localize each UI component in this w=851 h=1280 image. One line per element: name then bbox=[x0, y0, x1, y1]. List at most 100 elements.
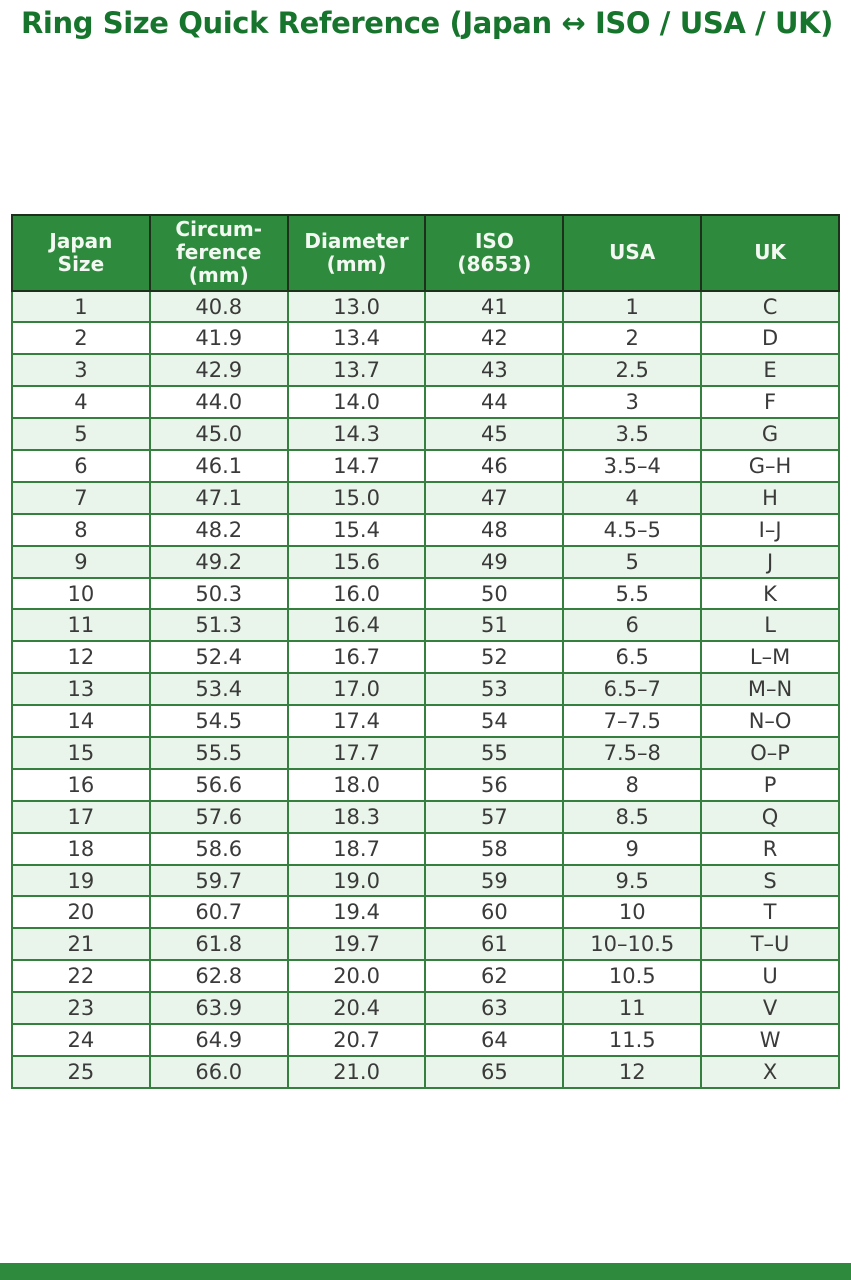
table-row: 4 44.0 14.0 44 3 F bbox=[11, 385, 840, 420]
table-cell: 57.6 bbox=[148, 799, 289, 834]
table-row: 13 53.4 17.0 53 6.5–7 M–N bbox=[11, 672, 840, 707]
table-cell: 54 bbox=[424, 704, 565, 739]
table-row: 5 45.0 14.3 45 3.5 G bbox=[11, 417, 840, 452]
table-cell: 13.0 bbox=[286, 289, 427, 324]
table-cell: 42.9 bbox=[148, 353, 289, 388]
table-cell: 10 bbox=[11, 576, 151, 611]
table-cell: 7.5–8 bbox=[562, 736, 703, 770]
table-cell: 64.9 bbox=[148, 1023, 289, 1057]
table-cell: W bbox=[700, 1023, 840, 1057]
table-row: 20 60.7 19.4 60 10 T bbox=[11, 895, 840, 930]
table-cell: I–J bbox=[700, 512, 840, 547]
table-cell: 2 bbox=[11, 321, 151, 356]
table-cell: E bbox=[700, 353, 840, 388]
table-cell: 9 bbox=[562, 831, 703, 866]
table-cell: 8 bbox=[562, 767, 703, 802]
table-cell: 15.4 bbox=[286, 512, 427, 547]
table-row: 21 61.8 19.7 61 10–10.5 T–U bbox=[11, 927, 840, 962]
table-cell: 6.5 bbox=[562, 640, 703, 675]
table-cell: 15.0 bbox=[286, 480, 427, 515]
table-cell: 20.4 bbox=[286, 991, 427, 1026]
table-cell: 50 bbox=[424, 576, 565, 611]
table-row: 24 64.9 20.7 64 11.5 W bbox=[11, 1023, 840, 1057]
table-cell: 14 bbox=[11, 704, 151, 739]
table-cell: 2 bbox=[562, 321, 703, 356]
table-cell: 6 bbox=[11, 449, 151, 483]
table-cell: 50.3 bbox=[148, 576, 289, 611]
table-row: 22 62.8 20.0 62 10.5 U bbox=[11, 959, 840, 994]
table-cell: 4.5–5 bbox=[562, 512, 703, 547]
table-cell: C bbox=[700, 289, 840, 324]
table-cell: 47 bbox=[424, 480, 565, 515]
table-cell: 42 bbox=[424, 321, 565, 356]
table-cell: 60.7 bbox=[148, 895, 289, 930]
table-cell: 62 bbox=[424, 959, 565, 994]
table-cell: 54.5 bbox=[148, 704, 289, 739]
table-row: 11 51.3 16.4 51 6 L bbox=[11, 608, 840, 643]
table-cell: 18.7 bbox=[286, 831, 427, 866]
table-cell: 19.4 bbox=[286, 895, 427, 930]
table-row: 9 49.2 15.6 49 5 J bbox=[11, 544, 840, 579]
table-cell: 40.8 bbox=[148, 289, 289, 324]
table-cell: 12 bbox=[11, 640, 151, 675]
table-row: 15 55.5 17.7 55 7.5–8 O–P bbox=[11, 736, 840, 770]
table-cell: 12 bbox=[562, 1054, 703, 1089]
table-cell: G bbox=[700, 417, 840, 452]
table-cell: D bbox=[700, 321, 840, 356]
table-cell: 56.6 bbox=[148, 767, 289, 802]
table-cell: 13 bbox=[11, 672, 151, 707]
table-cell: 63.9 bbox=[148, 991, 289, 1026]
table-cell: V bbox=[700, 991, 840, 1026]
table-cell: 51.3 bbox=[148, 608, 289, 643]
column-header: Diameter (mm) bbox=[286, 214, 427, 292]
table-cell: 3.5 bbox=[562, 417, 703, 452]
table-cell: G–H bbox=[700, 449, 840, 483]
table-cell: O–P bbox=[700, 736, 840, 770]
table-row: 23 63.9 20.4 63 11 V bbox=[11, 991, 840, 1026]
table-cell: 21.0 bbox=[286, 1054, 427, 1089]
table-cell: 46 bbox=[424, 449, 565, 483]
table-cell: 10.5 bbox=[562, 959, 703, 994]
table-cell: 17.7 bbox=[286, 736, 427, 770]
table-row: 6 46.1 14.7 46 3.5–4 G–H bbox=[11, 449, 840, 483]
table-cell: 56 bbox=[424, 767, 565, 802]
table-cell: K bbox=[700, 576, 840, 611]
table-cell: 58.6 bbox=[148, 831, 289, 866]
table-cell: 8.5 bbox=[562, 799, 703, 834]
table-cell: 53.4 bbox=[148, 672, 289, 707]
table-cell: N–O bbox=[700, 704, 840, 739]
table-row: 19 59.7 19.0 59 9.5 S bbox=[11, 863, 840, 898]
table-cell: 18 bbox=[11, 831, 151, 866]
table-cell: 16.0 bbox=[286, 576, 427, 611]
table-header: Japan Size Circum- ference (mm) Diameter (… bbox=[11, 214, 840, 292]
column-header: USA bbox=[562, 214, 703, 292]
table-cell: 18.3 bbox=[286, 799, 427, 834]
table-row: 3 42.9 13.7 43 2.5 E bbox=[11, 353, 840, 388]
table-cell: 4 bbox=[11, 385, 151, 420]
table-cell: 9 bbox=[11, 544, 151, 579]
table-cell: 6 bbox=[562, 608, 703, 643]
table-cell: 41 bbox=[424, 289, 565, 324]
table-cell: Q bbox=[700, 799, 840, 834]
table-cell: 25 bbox=[11, 1054, 151, 1089]
column-header: ISO (8653) bbox=[424, 214, 565, 292]
table-row: 8 48.2 15.4 48 4.5–5 I–J bbox=[11, 512, 840, 547]
table-row: 25 66.0 21.0 65 12 X bbox=[11, 1054, 840, 1089]
table-cell: 45.0 bbox=[148, 417, 289, 452]
table-row: 18 58.6 18.7 58 9 R bbox=[11, 831, 840, 866]
table-cell: 4 bbox=[562, 480, 703, 515]
table-cell: 17 bbox=[11, 799, 151, 834]
ring-size-table: Japan Size Circum- ference (mm) Diameter (… bbox=[11, 214, 840, 1089]
footer-bar bbox=[0, 1263, 851, 1280]
table-cell: 61.8 bbox=[148, 927, 289, 962]
table-cell: 7 bbox=[11, 480, 151, 515]
table-cell: 7–7.5 bbox=[562, 704, 703, 739]
table-cell: 16.7 bbox=[286, 640, 427, 675]
table-cell: 57 bbox=[424, 799, 565, 834]
table-cell: 19.0 bbox=[286, 863, 427, 898]
table-row: 14 54.5 17.4 54 7–7.5 N–O bbox=[11, 704, 840, 739]
table-cell: 52 bbox=[424, 640, 565, 675]
table-cell: 14.0 bbox=[286, 385, 427, 420]
table-row: 17 57.6 18.3 57 8.5 Q bbox=[11, 799, 840, 834]
table-cell: L bbox=[700, 608, 840, 643]
